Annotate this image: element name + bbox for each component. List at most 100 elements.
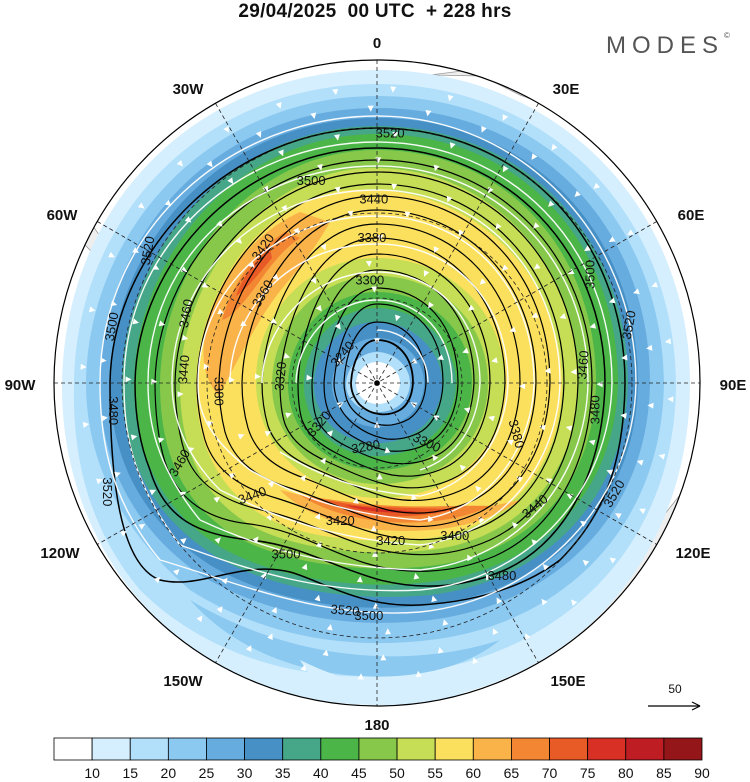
wind-arrowhead	[272, 273, 279, 281]
wind-arrowhead	[176, 160, 183, 167]
lon-label-30e: 30E	[553, 81, 580, 98]
wind-arrowhead	[565, 425, 573, 432]
wind-arrowhead	[567, 268, 575, 275]
colorbar-swatch	[53, 737, 93, 761]
wind-arrowhead	[475, 485, 482, 493]
wind-arrowhead	[447, 94, 454, 102]
lon-label-60w: 60W	[47, 207, 79, 224]
contour-3300	[323, 287, 459, 452]
wind-arrowhead	[647, 402, 654, 409]
lon-label-60e: 60E	[678, 207, 705, 224]
wind-arrowhead	[621, 354, 628, 361]
wind-arrowhead	[316, 163, 323, 171]
wind-arrowhead	[488, 415, 495, 422]
wind-arrowhead	[639, 508, 646, 515]
wind-arrowhead	[432, 454, 439, 462]
wind-arrowhead	[283, 352, 291, 359]
wind-arrowhead	[82, 421, 90, 428]
wind-arrowhead	[262, 185, 269, 193]
wind-arrowhead	[227, 177, 234, 184]
band-80-south	[345, 505, 420, 513]
wind-arrowhead	[149, 489, 156, 496]
brand-text: MODES	[606, 32, 725, 59]
wind-arrowhead	[377, 234, 384, 241]
contour-3500	[134, 147, 606, 587]
wind-arrowhead	[501, 264, 509, 271]
lon-label-150e: 150E	[550, 673, 585, 690]
wind-arrowhead	[179, 491, 187, 498]
band-25-south-tail	[190, 600, 500, 677]
wind-arrowhead	[410, 402, 418, 408]
wind-arrowhead	[80, 363, 87, 370]
wind-arrowhead	[545, 478, 553, 484]
wind-arrowhead	[658, 453, 666, 460]
wind-arrowhead	[411, 493, 417, 501]
wind-arrowhead	[217, 308, 224, 314]
wind-arrowhead	[285, 412, 292, 419]
wind-arrowhead	[539, 424, 546, 431]
wind-arrowhead	[88, 306, 96, 313]
wind-arrowhead	[177, 391, 184, 398]
wind-arrowhead	[275, 102, 282, 109]
contour-label: 3460	[176, 298, 196, 329]
wind-arrowhead	[152, 264, 160, 270]
wind-arrowhead	[267, 633, 273, 640]
contour-label: 3320	[272, 361, 289, 391]
wind-arrowhead	[216, 606, 223, 613]
colorbar-swatch	[282, 737, 322, 761]
copyright-mark: ©	[724, 31, 730, 40]
wind-arrowhead	[519, 383, 526, 390]
colorbar-tick-label: 55	[427, 765, 443, 781]
wind-arrowhead	[491, 357, 498, 364]
contour-label: 3500	[582, 260, 597, 289]
contour-label: 3520	[376, 126, 405, 141]
wind-arrowhead	[110, 300, 118, 307]
contour-label: 3460	[574, 350, 591, 380]
wind-arrowhead	[627, 229, 634, 235]
contour-label: 3380	[506, 418, 528, 450]
contour-3460	[174, 171, 579, 556]
vector-scale-arrowhead	[691, 701, 701, 711]
wind-arrowhead	[620, 412, 627, 419]
lon-label-120w: 120W	[40, 545, 80, 562]
wind-arrowhead	[664, 338, 672, 345]
wind-arrowhead	[507, 439, 514, 446]
contour-label: 3280	[350, 437, 381, 457]
colorbar: 10 15 20 25 30 35 40 45 50 55 60 65 70 75 80 85 90	[53, 737, 710, 781]
wind-arrowhead	[254, 373, 261, 380]
colorbar-tick-label: 90	[694, 765, 710, 781]
band-70-west	[222, 232, 300, 320]
wind-arrowhead	[264, 431, 272, 437]
wind-arrowhead	[216, 220, 223, 227]
wind-arrowhead	[336, 402, 344, 408]
wind-arrowhead	[533, 222, 540, 229]
wind-arrowhead	[395, 314, 401, 322]
wind-arrowhead	[525, 633, 531, 640]
wind-arrowhead	[667, 396, 674, 403]
wind-arrowhead	[384, 628, 391, 635]
colorbar-tick-label: 35	[275, 765, 291, 781]
vector-scale-label: 50	[668, 682, 682, 696]
wind-arrowhead	[180, 538, 187, 545]
colorbar-swatch	[91, 737, 131, 761]
wind-arrowhead	[228, 376, 235, 383]
colorbar-swatch	[472, 737, 512, 761]
wind-arrowhead	[544, 367, 551, 374]
colorbar-tick-label: 20	[161, 765, 177, 781]
colorbar-swatch	[625, 737, 665, 761]
wind-arrowhead	[588, 439, 596, 446]
colorbar-tick-label: 30	[237, 765, 253, 781]
contour-label: 3500	[354, 608, 383, 623]
wind-arrowhead	[154, 577, 161, 584]
contour-3360	[279, 237, 506, 489]
wind-arrowhead	[608, 297, 616, 304]
wind-arrowhead	[184, 216, 192, 223]
contour-label: 3520	[619, 309, 639, 340]
colorbar-swatch	[434, 737, 474, 761]
pole-marker	[374, 380, 380, 386]
wind-arrowhead	[495, 223, 502, 230]
contour-label: 3380	[211, 377, 226, 406]
wind-arrowhead	[584, 245, 591, 252]
wind-arrowhead	[130, 434, 138, 441]
wind-arrowhead	[415, 670, 422, 678]
